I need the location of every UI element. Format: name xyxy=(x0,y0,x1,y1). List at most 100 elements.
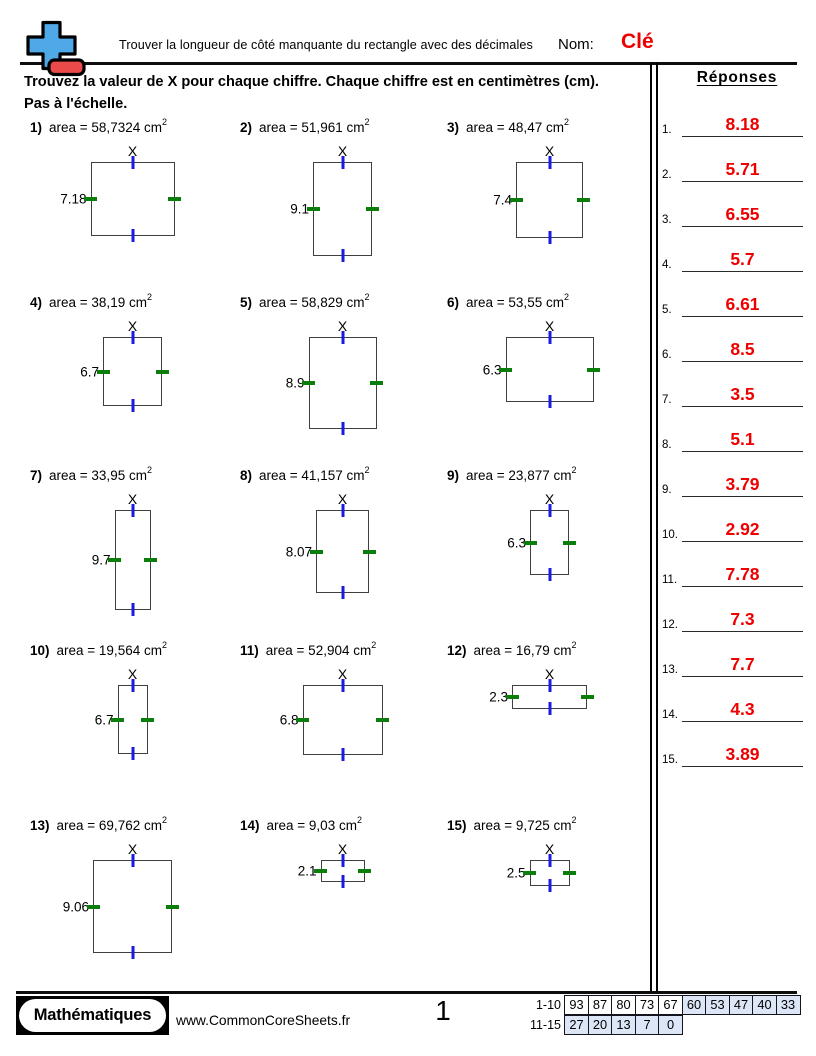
top-tick-icon xyxy=(131,854,134,867)
problem-header: 4) area = 38,19 cm2 xyxy=(30,292,235,310)
grade-score-cell: 40 xyxy=(752,995,777,1015)
top-tick-icon xyxy=(341,679,344,692)
grade-score-cell: 67 xyxy=(658,995,683,1015)
answer-blank-line: 3.5 xyxy=(682,382,803,407)
footer-divider xyxy=(16,991,797,994)
top-tick-icon xyxy=(131,504,134,517)
answer-value: 7.7 xyxy=(730,654,755,674)
side-length-label: 8.9 xyxy=(285,375,305,391)
left-double-tick-icon xyxy=(296,718,309,722)
bottom-tick-icon xyxy=(131,946,134,959)
area-exponent: 2 xyxy=(146,292,152,302)
top-tick-icon xyxy=(548,156,551,169)
answer-number: 9. xyxy=(662,484,672,496)
answer-row-14: 14. 4.3 xyxy=(658,692,816,722)
answer-number: 2. xyxy=(662,169,672,181)
left-double-tick-icon xyxy=(96,369,110,374)
problem-5: 5) area = 58,829 cm2 X 8.9 xyxy=(240,292,445,435)
grade-score-cell: 33 xyxy=(775,995,801,1015)
area-exponent: 2 xyxy=(161,815,167,825)
problem-number: 8) xyxy=(240,467,253,483)
answer-value: 8.5 xyxy=(730,339,755,359)
problem-number: 14) xyxy=(240,817,260,833)
x-label: X xyxy=(544,491,555,507)
area-exponent: 2 xyxy=(571,640,577,650)
problem-11: 11) area = 52,904 cm2 X 6.8 xyxy=(240,640,445,761)
area-exponent: 2 xyxy=(571,465,577,475)
answer-number: 14. xyxy=(662,709,678,721)
x-label: X xyxy=(544,841,555,857)
answer-blank-line: 7.3 xyxy=(682,607,803,632)
area-exponent: 2 xyxy=(161,640,167,650)
top-tick-icon xyxy=(131,679,134,692)
right-double-tick-icon xyxy=(562,540,576,545)
answer-blank-line: 6.55 xyxy=(682,202,803,227)
x-label: X xyxy=(544,143,555,159)
side-length-label: 2.3 xyxy=(489,689,508,705)
grade-score-cell: 0 xyxy=(658,1015,683,1035)
area-exponent: 2 xyxy=(563,117,569,127)
area-label: area = 9,03 cm2 xyxy=(266,815,362,833)
bottom-tick-icon xyxy=(548,395,551,408)
right-double-tick-icon xyxy=(358,869,371,873)
name-label: Nom: xyxy=(558,36,594,53)
answer-row-4: 4. 5.7 xyxy=(658,242,816,272)
rectangle-figure: X 6.3 xyxy=(483,318,600,408)
rectangle-figure: X 7.18 xyxy=(60,143,181,242)
area-exponent: 2 xyxy=(356,815,362,825)
left-double-tick-icon xyxy=(108,558,121,562)
problem-number: 1) xyxy=(30,119,43,135)
answer-number: 8. xyxy=(662,439,672,451)
side-length-label: 9.06 xyxy=(62,899,89,914)
right-double-tick-icon xyxy=(376,718,389,722)
area-label: area = 19,564 cm2 xyxy=(56,640,167,658)
left-double-tick-icon xyxy=(309,549,323,554)
top-tick-icon xyxy=(548,331,551,344)
area-label: area = 58,7324 cm2 xyxy=(49,117,167,135)
rectangle-figure: X 6.7 xyxy=(95,666,154,760)
answer-blank-line: 8.18 xyxy=(682,112,803,137)
brand-name: Mathématiques xyxy=(33,1006,152,1024)
problem-header: 6) area = 53,55 cm2 xyxy=(447,292,652,310)
problem-number: 13) xyxy=(30,817,50,833)
problem-header: 15) area = 9,725 cm2 xyxy=(447,815,652,833)
x-label: X xyxy=(127,143,138,159)
answer-number: 4. xyxy=(662,259,672,271)
side-length-label: 9.1 xyxy=(290,201,309,217)
brand-badge: Mathématiques xyxy=(16,996,169,1035)
answer-value: 8.18 xyxy=(725,114,760,134)
problem-6: 6) area = 53,55 cm2 X 6.3 xyxy=(447,292,652,408)
answer-blank-line: 5.71 xyxy=(682,157,803,182)
rectangle-figure: X 8.9 xyxy=(286,318,383,435)
rectangle-figure: X 2.1 xyxy=(298,841,371,888)
area-exponent: 2 xyxy=(371,640,377,650)
area-label: area = 51,961 cm2 xyxy=(259,117,370,135)
left-double-tick-icon xyxy=(505,695,519,699)
answer-row-6: 6. 8.5 xyxy=(658,332,816,362)
problem-number: 7) xyxy=(30,467,43,483)
bottom-tick-icon xyxy=(131,229,134,242)
bottom-tick-icon xyxy=(131,747,134,760)
x-label: X xyxy=(127,491,138,507)
right-double-tick-icon xyxy=(141,717,154,722)
side-length-label: 6.3 xyxy=(482,362,502,377)
problem-number: 4) xyxy=(30,294,43,310)
problems-grid: 1) area = 58,7324 cm2 X 7.18 2) area = 51,961… xyxy=(0,117,652,993)
area-exponent: 2 xyxy=(161,117,167,127)
x-label: X xyxy=(544,318,555,334)
problem-header: 5) area = 58,829 cm2 xyxy=(240,292,445,310)
answer-row-1: 1. 8.18 xyxy=(658,107,816,137)
problem-14: 14) area = 9,03 cm2 X 2.1 xyxy=(240,815,445,888)
problem-2: 2) area = 51,961 cm2 X 9.1 xyxy=(240,117,445,262)
answer-number: 13. xyxy=(662,664,678,676)
area-exponent: 2 xyxy=(563,292,569,302)
right-double-tick-icon xyxy=(165,904,179,909)
plus-minus-icon xyxy=(26,20,86,77)
top-tick-icon xyxy=(341,854,344,867)
right-double-tick-icon xyxy=(580,695,594,699)
side-length-label: 2.5 xyxy=(506,865,526,881)
side-length-label: 6.7 xyxy=(80,364,99,379)
right-double-tick-icon xyxy=(362,549,376,554)
problem-header: 14) area = 9,03 cm2 xyxy=(240,815,445,833)
